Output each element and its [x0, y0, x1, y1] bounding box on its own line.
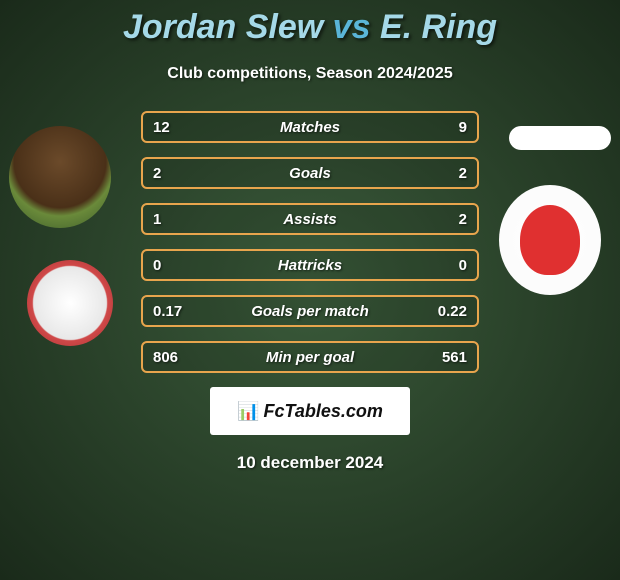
- stat-row: 2 Goals 2: [141, 157, 479, 189]
- chart-icon: 📊: [237, 401, 259, 422]
- brand-watermark: 📊 FcTables.com: [210, 387, 410, 435]
- stat-value-right: 0: [427, 257, 467, 274]
- stat-label: Matches: [280, 119, 340, 136]
- stat-value-right: 2: [427, 211, 467, 228]
- stat-label: Goals: [289, 165, 331, 182]
- vs-label: vs: [333, 8, 371, 46]
- stat-row: 1 Assists 2: [141, 203, 479, 235]
- player2-club-logo: [499, 185, 601, 295]
- stat-value-left: 2: [153, 165, 193, 182]
- stat-value-right: 0.22: [427, 303, 467, 320]
- stat-value-left: 806: [153, 349, 193, 366]
- stat-label: Min per goal: [266, 349, 354, 366]
- stat-value-left: 0: [153, 257, 193, 274]
- date-label: 10 december 2024: [0, 453, 620, 473]
- stat-row: 0 Hattricks 0: [141, 249, 479, 281]
- player1-club-logo: [27, 260, 113, 346]
- comparison-title: Jordan Slew vs E. Ring: [0, 0, 620, 47]
- brand-text: FcTables.com: [264, 401, 383, 422]
- stat-label: Hattricks: [278, 257, 342, 274]
- player1-avatar: [9, 126, 111, 228]
- stat-row: 12 Matches 9: [141, 111, 479, 143]
- player1-name: Jordan Slew: [123, 8, 323, 46]
- stat-label: Goals per match: [251, 303, 369, 320]
- stat-value-left: 12: [153, 119, 193, 136]
- stat-row: 0.17 Goals per match 0.22: [141, 295, 479, 327]
- stats-table: 12 Matches 9 2 Goals 2 1 Assists 2 0 Hattricks 0 0.1…: [141, 111, 479, 373]
- stat-value-right: 9: [427, 119, 467, 136]
- season-subtitle: Club competitions, Season 2024/2025: [0, 65, 620, 83]
- player2-avatar: [509, 126, 611, 150]
- stat-value-left: 0.17: [153, 303, 193, 320]
- stat-value-left: 1: [153, 211, 193, 228]
- stat-value-right: 2: [427, 165, 467, 182]
- player2-name: E. Ring: [380, 8, 497, 46]
- stat-row: 806 Min per goal 561: [141, 341, 479, 373]
- stat-value-right: 561: [427, 349, 467, 366]
- stat-label: Assists: [283, 211, 336, 228]
